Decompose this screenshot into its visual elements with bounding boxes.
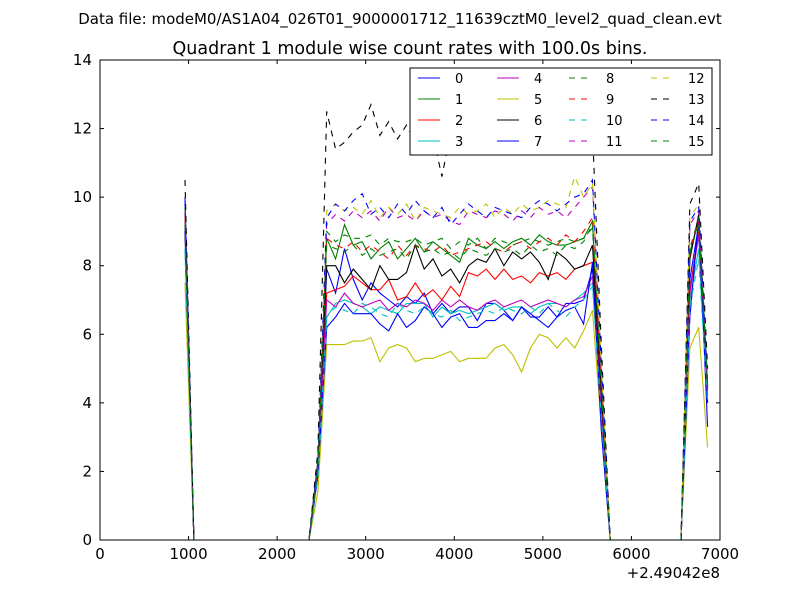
y-tick-label: 0 [82,531,92,549]
series-line-10 [184,251,709,541]
y-tick-label: 2 [82,462,92,480]
series-line-6 [184,214,709,541]
x-tick-label: 3000 [347,545,385,563]
legend-label-0: 0 [455,72,463,87]
y-tick-label: 14 [73,51,92,69]
series-line-0 [184,197,709,541]
x-tick-label: 4000 [435,545,473,563]
legend-label-15: 15 [688,135,705,150]
x-tick-label: 5000 [524,545,562,563]
series-line-7 [184,217,709,541]
legend-label-12: 12 [688,72,705,87]
x-tick-label: 2000 [258,545,296,563]
chart-suptitle: Data file: modeM0/AS1A04_026T01_90000017… [78,10,722,29]
series-line-12 [184,174,709,541]
y-tick-label: 4 [82,394,92,412]
x-axis-offset-label: +2.49042e8 [627,564,720,582]
plot-area [99,59,721,541]
legend-label-1: 1 [455,93,463,108]
legend-box [409,67,713,156]
y-tick-label: 12 [73,120,92,138]
legend-label-13: 13 [688,93,705,108]
series-layer [184,102,709,541]
series-line-9 [184,214,709,541]
legend-label-14: 14 [688,114,705,129]
chart-title: Quadrant 1 module wise count rates with … [173,39,648,59]
legend-label-3: 3 [455,135,463,150]
legend-label-4: 4 [534,72,542,87]
x-tick-label: 6000 [612,545,650,563]
y-tick-label: 6 [82,325,92,343]
series-line-5 [184,282,709,541]
x-tick-label: 7000 [701,545,739,563]
legend-label-8: 8 [606,72,614,87]
y-tick-label: 8 [82,257,92,275]
series-line-1 [184,219,709,541]
series-line-2 [184,214,709,541]
legend-label-7: 7 [534,135,542,150]
legend-label-10: 10 [606,114,623,129]
legend-label-9: 9 [606,93,614,108]
legend-label-6: 6 [534,114,542,129]
legend-label-2: 2 [455,114,463,129]
series-line-11 [184,185,709,541]
series-line-8 [184,207,709,541]
series-line-13 [184,102,709,541]
x-tick-label: 1000 [169,545,207,563]
y-tick-label: 10 [73,188,92,206]
series-line-14 [184,178,709,541]
x-tick-label: 0 [95,545,105,563]
legend-label-5: 5 [534,93,542,108]
legend-label-11: 11 [606,135,623,150]
series-line-4 [184,231,709,541]
